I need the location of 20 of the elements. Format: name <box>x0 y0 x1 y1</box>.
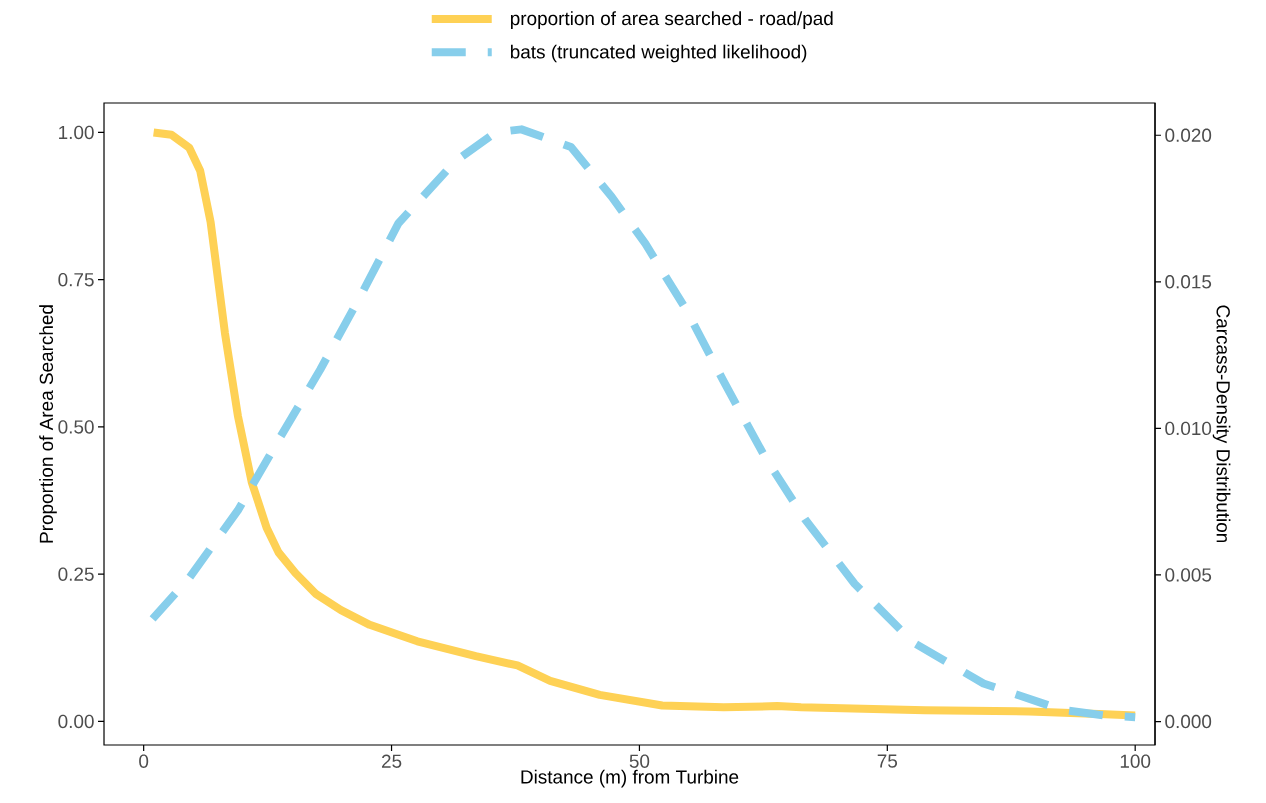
y2-tick-label: 0.005 <box>1165 568 1212 582</box>
y-tick-label: 0.50 <box>58 420 94 434</box>
x-axis-title: Distance (m) from Turbine <box>521 769 739 788</box>
y2-tick-label: 0.015 <box>1165 275 1212 289</box>
y2-axis-title: Carcass-Density Distribution <box>1212 305 1231 543</box>
y-tick-label: 0.00 <box>58 714 94 729</box>
y-tick-label: 0.75 <box>58 272 94 287</box>
x-tick-label: 75 <box>877 754 898 768</box>
x-tick-label: 25 <box>381 754 402 768</box>
x-tick-label: 100 <box>1120 754 1151 768</box>
y-axis-title: Proportion of Area Searched <box>39 305 57 543</box>
legend-label: proportion of area searched - road/pad <box>510 11 833 29</box>
y-tick-label: 1.00 <box>59 125 94 140</box>
y2-tick-label: 0.020 <box>1165 128 1212 142</box>
x-tick-label: 50 <box>629 754 650 768</box>
x-tick-label: 0 <box>139 754 149 768</box>
y-tick-label: 0.25 <box>58 567 94 581</box>
y2-tick-label: 0.000 <box>1165 714 1212 729</box>
y2-tick-label: 0.010 <box>1165 421 1212 436</box>
legend-label: bats (truncated weighted likelihood) <box>510 44 807 63</box>
